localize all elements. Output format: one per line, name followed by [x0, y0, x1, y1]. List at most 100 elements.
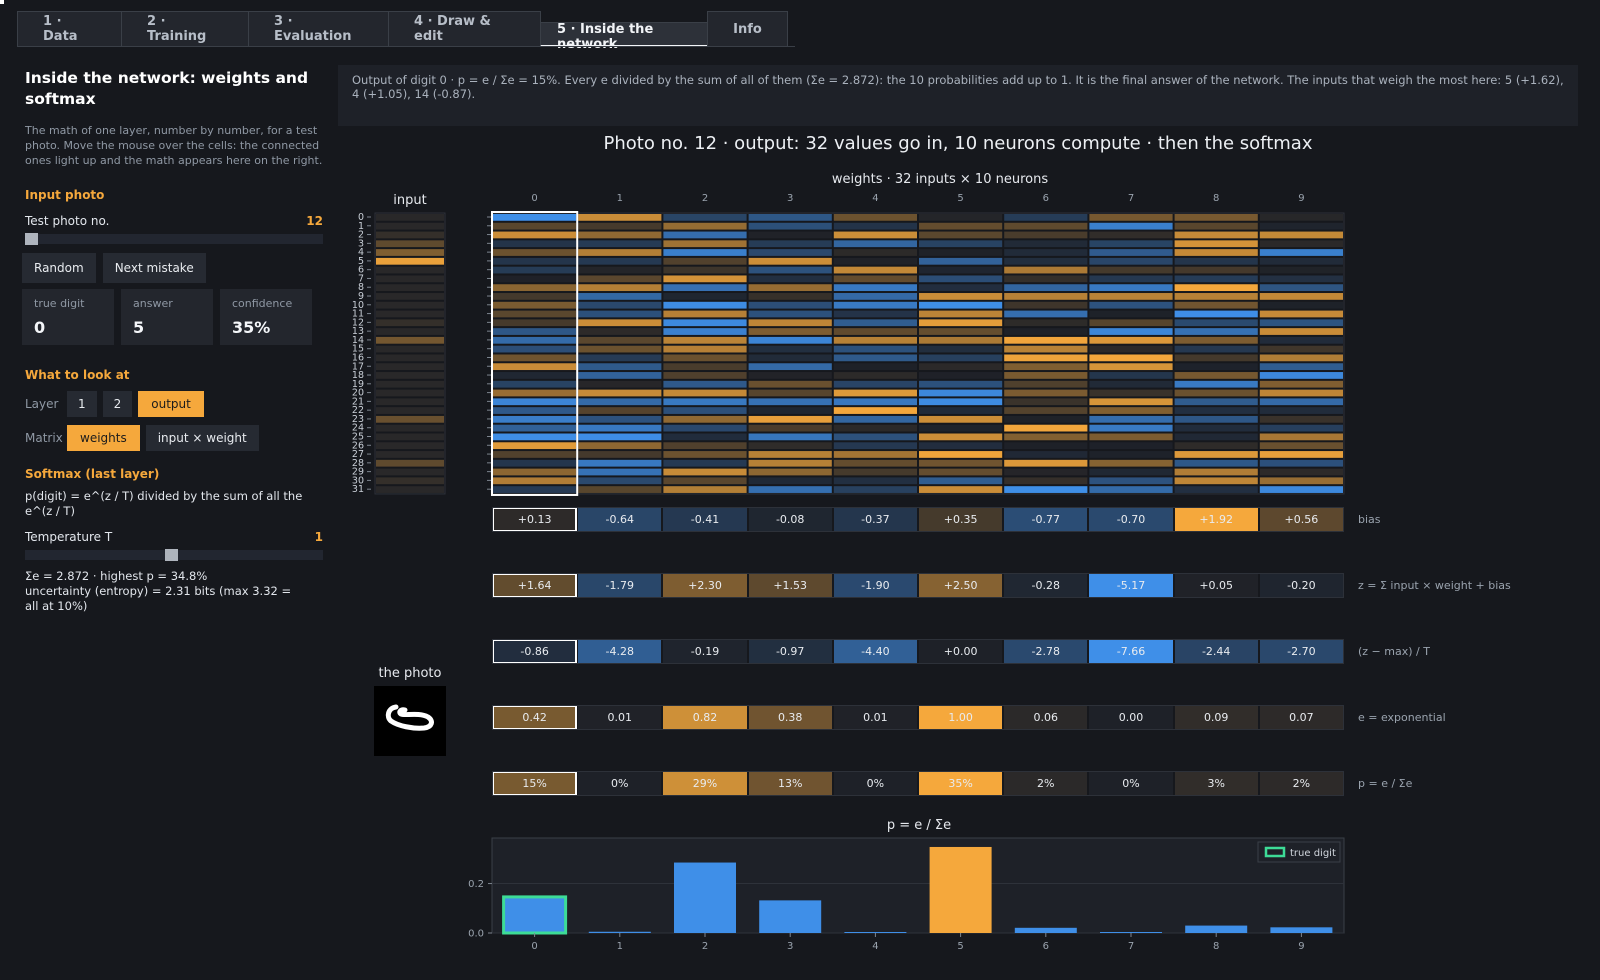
weight-cell[interactable]	[493, 380, 577, 388]
row-cell[interactable]: 0%	[1089, 772, 1173, 795]
weight-cell[interactable]	[663, 415, 747, 423]
weight-cell[interactable]	[1174, 389, 1258, 397]
weight-cell[interactable]	[663, 301, 747, 309]
weight-cell[interactable]	[1004, 214, 1088, 221]
input-cell[interactable]	[376, 336, 444, 344]
weight-cell[interactable]	[919, 477, 1003, 485]
row-cell[interactable]: -0.28	[1004, 574, 1088, 597]
weight-cell[interactable]	[1259, 301, 1343, 309]
weight-cell[interactable]	[1089, 319, 1173, 327]
weight-cell[interactable]	[833, 372, 917, 379]
weight-cell[interactable]	[833, 319, 917, 327]
weight-cell[interactable]	[919, 433, 1003, 441]
probability-bar[interactable]	[1014, 927, 1077, 933]
probability-bar[interactable]	[1100, 932, 1162, 933]
weight-cell[interactable]	[1259, 240, 1343, 248]
row-cell[interactable]: -0.37	[833, 508, 917, 531]
weight-cell[interactable]	[919, 380, 1003, 388]
weight-cell[interactable]	[1259, 433, 1343, 441]
weight-cell[interactable]	[748, 389, 832, 397]
weight-cell[interactable]	[1174, 240, 1258, 248]
layer-2-button[interactable]: 2	[102, 391, 133, 417]
input-cell[interactable]	[376, 415, 444, 423]
weight-cell[interactable]	[1259, 424, 1343, 432]
weight-cell[interactable]	[663, 319, 747, 327]
weight-cell[interactable]	[1004, 293, 1088, 300]
input-cell[interactable]	[376, 319, 444, 327]
row-cell[interactable]: -0.77	[1004, 508, 1088, 531]
weight-cell[interactable]	[663, 345, 747, 353]
weight-cell[interactable]	[1259, 284, 1343, 292]
weight-cell[interactable]	[1004, 398, 1088, 406]
weight-cell[interactable]	[1259, 310, 1343, 318]
weight-cell[interactable]	[748, 477, 832, 485]
weight-cell[interactable]	[493, 275, 577, 283]
weight-cell[interactable]	[748, 433, 832, 441]
weight-cell[interactable]	[578, 231, 662, 239]
weight-cell[interactable]	[578, 363, 662, 371]
temperature-slider[interactable]	[25, 549, 323, 561]
weight-cell[interactable]	[1259, 380, 1343, 388]
weight-cell[interactable]	[493, 415, 577, 423]
weight-cell[interactable]	[1174, 275, 1258, 283]
weight-cell[interactable]	[663, 459, 747, 467]
weight-cell[interactable]	[1004, 415, 1088, 423]
weight-cell[interactable]	[1089, 442, 1173, 450]
weight-cell[interactable]	[1089, 257, 1173, 265]
weight-cell[interactable]	[919, 372, 1003, 379]
weight-cell[interactable]	[919, 415, 1003, 423]
row-cell[interactable]: -0.97	[748, 640, 832, 663]
weight-cell[interactable]	[833, 398, 917, 406]
weight-cell[interactable]	[578, 354, 662, 362]
weight-cell[interactable]	[1004, 240, 1088, 248]
probability-bar[interactable]	[1270, 927, 1333, 933]
row-cell[interactable]: 0.07	[1259, 706, 1343, 729]
weight-cell[interactable]	[919, 398, 1003, 406]
weight-cell[interactable]	[578, 214, 662, 221]
weight-cell[interactable]	[1089, 398, 1173, 406]
weight-cell[interactable]	[1089, 275, 1173, 283]
weight-cell[interactable]	[748, 336, 832, 344]
row-cell[interactable]: -2.70	[1259, 640, 1343, 663]
weight-cell[interactable]	[493, 336, 577, 344]
weight-cell[interactable]	[1174, 372, 1258, 379]
weight-cell[interactable]	[493, 293, 577, 300]
tab-inside-network[interactable]: 5 · Inside the network	[540, 22, 708, 52]
weight-cell[interactable]	[578, 293, 662, 300]
weight-cell[interactable]	[663, 468, 747, 476]
weight-cell[interactable]	[1004, 222, 1088, 230]
weight-cell[interactable]	[1174, 363, 1258, 371]
weight-cell[interactable]	[833, 389, 917, 397]
weight-cell[interactable]	[1259, 249, 1343, 256]
input-cell[interactable]	[376, 424, 444, 432]
weight-cell[interactable]	[919, 310, 1003, 318]
weight-cell[interactable]	[1174, 222, 1258, 230]
weight-cell[interactable]	[1089, 328, 1173, 335]
weight-cell[interactable]	[578, 468, 662, 476]
weight-cell[interactable]	[748, 301, 832, 309]
weight-cell[interactable]	[833, 415, 917, 423]
row-cell[interactable]: 29%	[663, 772, 747, 795]
weight-cell[interactable]	[1174, 380, 1258, 388]
weight-cell[interactable]	[748, 468, 832, 476]
input-cell[interactable]	[376, 345, 444, 353]
input-cell[interactable]	[376, 275, 444, 283]
weight-cell[interactable]	[663, 293, 747, 300]
input-cell[interactable]	[376, 451, 444, 458]
weight-cell[interactable]	[1089, 477, 1173, 485]
weight-cell[interactable]	[919, 363, 1003, 371]
weight-cell[interactable]	[1089, 231, 1173, 239]
weight-cell[interactable]	[1089, 336, 1173, 344]
input-cell[interactable]	[376, 477, 444, 485]
weight-cell[interactable]	[1174, 407, 1258, 414]
weight-cell[interactable]	[1259, 477, 1343, 485]
row-cell[interactable]: 0.38	[748, 706, 832, 729]
weight-cell[interactable]	[1174, 249, 1258, 256]
input-cell[interactable]	[376, 310, 444, 318]
weight-cell[interactable]	[1004, 407, 1088, 414]
weight-cell[interactable]	[919, 319, 1003, 327]
weight-cell[interactable]	[1004, 477, 1088, 485]
layer-1-button[interactable]: 1	[67, 391, 97, 417]
weight-cell[interactable]	[1089, 433, 1173, 441]
random-button[interactable]: Random	[22, 253, 96, 283]
